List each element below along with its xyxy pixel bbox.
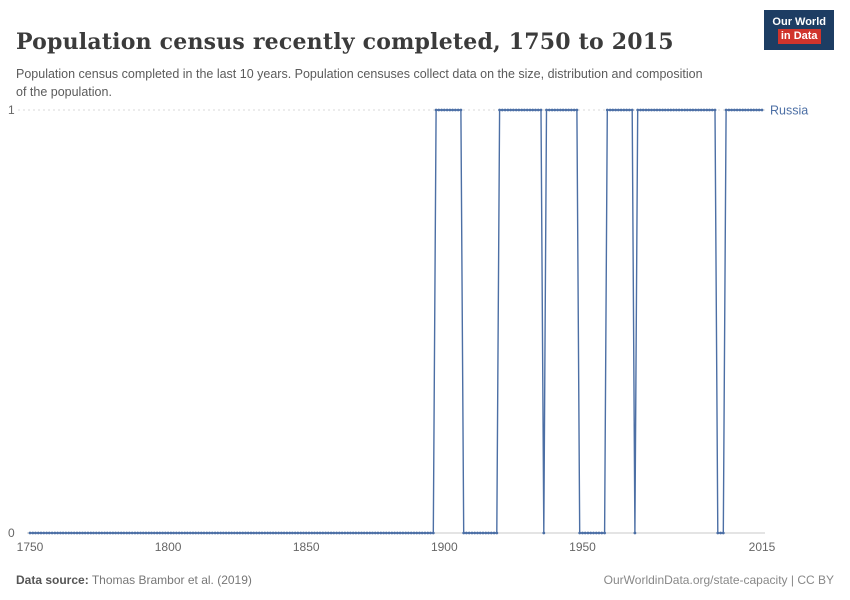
x-tick-label: 1950 <box>569 540 596 554</box>
page-title: Population census recently completed, 17… <box>16 28 674 55</box>
credit-link[interactable]: OurWorldinData.org/state-capacity | CC B… <box>603 573 834 587</box>
data-source-label: Data source: <box>16 573 89 587</box>
russia-line-markers <box>28 108 764 535</box>
x-tick-label: 1850 <box>293 540 320 554</box>
x-tick-label: 1750 <box>17 540 44 554</box>
owid-logo-line2: in Data <box>780 30 818 43</box>
russia-line <box>30 109 762 534</box>
chart-subtitle: Population census completed in the last … <box>16 66 703 99</box>
y-tick-label: 0 <box>8 526 15 540</box>
y-tick-label: 1 <box>8 103 15 117</box>
data-source-note: Data source: Thomas Brambor et al. (2019… <box>16 573 252 587</box>
owid-logo-line1: Our World <box>772 16 826 28</box>
owid-logo-accent: in Data <box>777 29 821 44</box>
data-source-value: Thomas Brambor et al. (2019) <box>91 573 252 587</box>
x-tick-label: 1900 <box>431 540 458 554</box>
owid-logo[interactable]: Our World in Data <box>764 10 834 50</box>
x-tick-label: 2015 <box>749 540 776 554</box>
x-tick-label: 1800 <box>155 540 182 554</box>
entity-label-russia: Russia <box>770 104 808 118</box>
